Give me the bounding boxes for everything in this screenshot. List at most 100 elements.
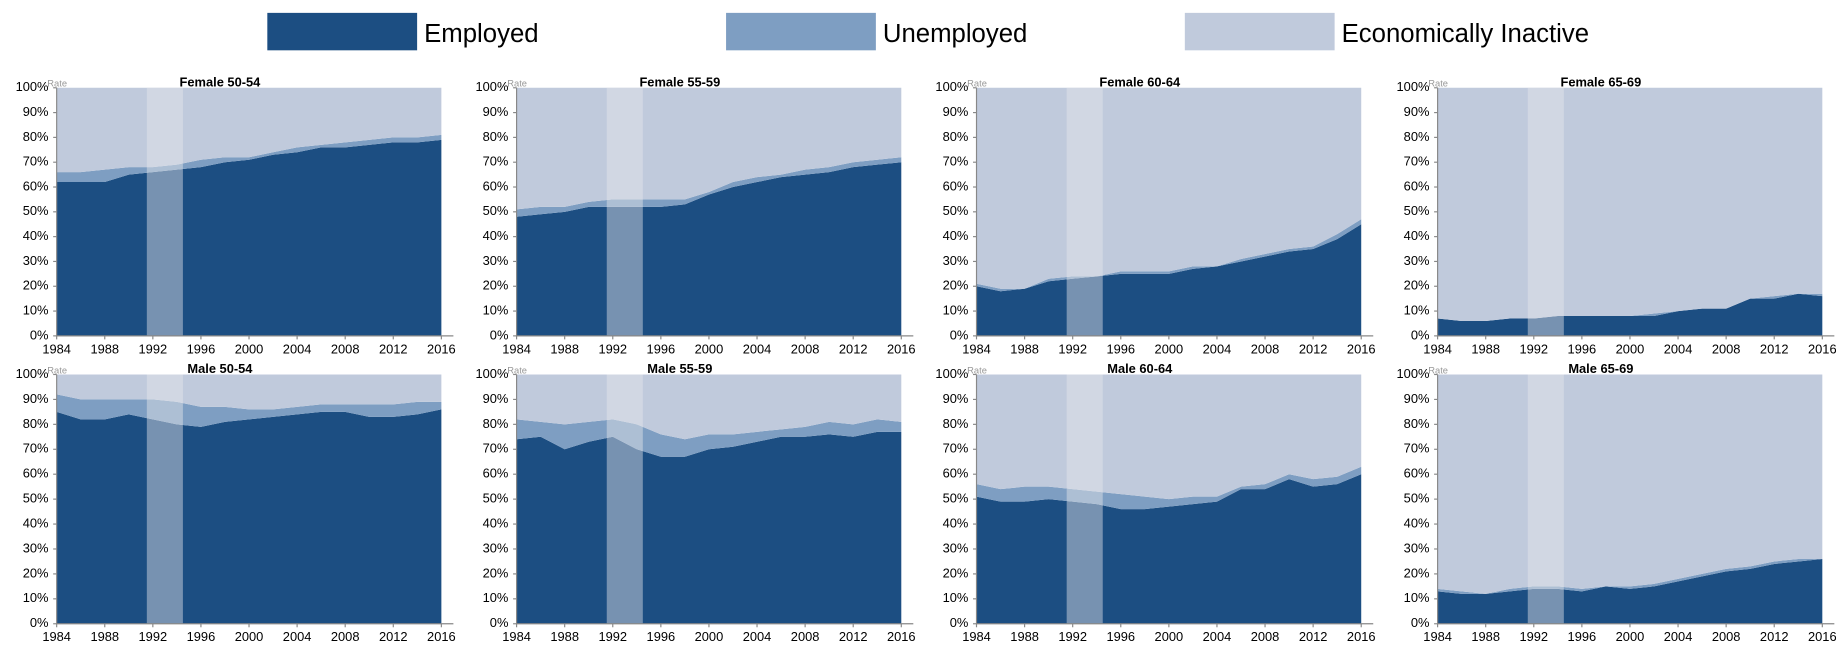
area xyxy=(516,157,902,217)
y-tick-label: 30% xyxy=(483,540,509,555)
x-tick-label: 1988 xyxy=(90,341,119,356)
x-tick-label: 2016 xyxy=(1808,629,1836,644)
shaded-period xyxy=(146,374,183,624)
x-tick-label: 2016 xyxy=(1347,341,1376,356)
x-tick-label: 1984 xyxy=(502,629,531,644)
legend-swatch xyxy=(267,12,418,51)
x-tick-label: 1988 xyxy=(90,629,119,644)
x-tick-label: 2000 xyxy=(695,341,724,356)
area xyxy=(1437,293,1823,336)
panel: 0% 10% 20% 30% 40% 50% 60% 70% 80% 90% 100% 1984 198… xyxy=(935,361,1375,644)
area xyxy=(516,419,902,457)
y-tick-label: 10% xyxy=(23,302,49,317)
y-tick-label: 40% xyxy=(1404,515,1430,530)
x-tick-label: 2000 xyxy=(1616,629,1645,644)
panel-title: Male 65-69 xyxy=(1568,361,1633,376)
y-tick-label: 30% xyxy=(483,253,509,268)
y-tick-label: 50% xyxy=(23,491,49,506)
y-tick-label: 50% xyxy=(1404,491,1430,506)
x-tick-label: 2004 xyxy=(1203,629,1232,644)
area xyxy=(56,374,442,410)
y-tick-label: 80% xyxy=(23,416,49,431)
y-tick-label: 60% xyxy=(483,178,509,193)
panel: 0% 10% 20% 30% 40% 50% 60% 70% 80% 90% 100% 1984 198… xyxy=(935,74,1375,356)
x-tick-label: 1984 xyxy=(502,341,531,356)
y-tick-label: 10% xyxy=(943,302,969,317)
panel-title: Male 50-54 xyxy=(187,361,253,376)
x-tick-label: 1988 xyxy=(1010,341,1039,356)
x-tick-label: 2004 xyxy=(1203,341,1232,356)
panel: 0% 10% 20% 30% 40% 50% 60% 70% 80% 90% 100% 1984 198… xyxy=(476,74,916,356)
y-tick-label: 20% xyxy=(23,278,49,293)
y-tick-label: 50% xyxy=(943,203,969,218)
y-tick-label: 30% xyxy=(23,253,49,268)
x-tick-label: 2008 xyxy=(331,629,360,644)
panel: 0% 10% 20% 30% 40% 50% 60% 70% 80% 90% 100% 1984 198… xyxy=(16,74,456,356)
x-tick-label: 1996 xyxy=(1106,341,1135,356)
y-tick-label: 100% xyxy=(16,366,49,381)
x-tick-label: 2016 xyxy=(1808,341,1836,356)
y-tick-label: 0% xyxy=(1411,615,1430,630)
y-tick-label: 50% xyxy=(483,203,509,218)
x-tick-label: 1988 xyxy=(1010,629,1039,644)
shaded-period xyxy=(1527,374,1564,624)
y-tick-label: 60% xyxy=(483,466,509,481)
y-tick-label: 10% xyxy=(943,590,969,605)
y-tick-label: 90% xyxy=(23,104,49,119)
y-tick-label: 40% xyxy=(483,228,509,243)
area xyxy=(1437,558,1823,594)
area xyxy=(56,87,442,173)
area xyxy=(516,87,902,210)
panel: 0% 10% 20% 30% 40% 50% 60% 70% 80% 90% 100% 1984 198… xyxy=(1397,361,1836,644)
x-tick-label: 2008 xyxy=(1251,341,1280,356)
area xyxy=(516,374,902,440)
legend-swatch xyxy=(1184,12,1335,51)
y-tick-label: 40% xyxy=(23,515,49,530)
y-tick-label: 30% xyxy=(23,540,49,555)
y-tick-label: 80% xyxy=(23,129,49,144)
panel-title: Female 60-64 xyxy=(1099,74,1181,89)
x-tick-label: 1992 xyxy=(598,629,627,644)
y-axis-label: Rate xyxy=(967,365,987,375)
x-tick-label: 1988 xyxy=(1471,341,1500,356)
x-tick-label: 1988 xyxy=(550,341,579,356)
x-tick-label: 1984 xyxy=(42,629,71,644)
y-tick-label: 0% xyxy=(490,327,509,342)
y-tick-label: 70% xyxy=(1404,441,1430,456)
x-tick-label: 2008 xyxy=(791,341,820,356)
y-tick-label: 20% xyxy=(483,278,509,293)
area xyxy=(976,374,1362,500)
y-tick-label: 20% xyxy=(23,565,49,580)
x-tick-label: 2012 xyxy=(1760,629,1789,644)
area xyxy=(56,409,442,624)
x-tick-label: 1996 xyxy=(647,629,676,644)
y-tick-label: 70% xyxy=(943,154,969,169)
x-tick-label: 1984 xyxy=(42,341,71,356)
y-tick-label: 40% xyxy=(943,515,969,530)
panel: 0% 10% 20% 30% 40% 50% 60% 70% 80% 90% 100% 1984 198… xyxy=(476,361,916,644)
y-tick-label: 0% xyxy=(1411,327,1430,342)
y-tick-label: 60% xyxy=(1404,178,1430,193)
x-tick-label: 1992 xyxy=(1519,341,1548,356)
y-tick-label: 80% xyxy=(483,416,509,431)
area xyxy=(516,431,902,624)
y-tick-label: 80% xyxy=(1404,416,1430,431)
area xyxy=(1437,87,1823,321)
x-tick-label: 2000 xyxy=(1155,341,1184,356)
y-tick-label: 70% xyxy=(483,154,509,169)
y-axis-label: Rate xyxy=(47,365,67,375)
x-tick-label: 1992 xyxy=(139,629,168,644)
x-tick-label: 2004 xyxy=(283,629,312,644)
area xyxy=(976,466,1362,510)
x-tick-label: 2012 xyxy=(839,629,868,644)
y-tick-label: 70% xyxy=(483,441,509,456)
y-tick-label: 40% xyxy=(1404,228,1430,243)
x-tick-label: 2004 xyxy=(1664,629,1693,644)
y-tick-label: 80% xyxy=(943,129,969,144)
y-tick-label: 60% xyxy=(23,178,49,193)
x-tick-label: 2012 xyxy=(839,341,868,356)
y-axis-label: Rate xyxy=(507,79,527,89)
y-tick-label: 80% xyxy=(483,129,509,144)
y-tick-label: 100% xyxy=(476,366,509,381)
x-tick-label: 2000 xyxy=(1616,341,1645,356)
